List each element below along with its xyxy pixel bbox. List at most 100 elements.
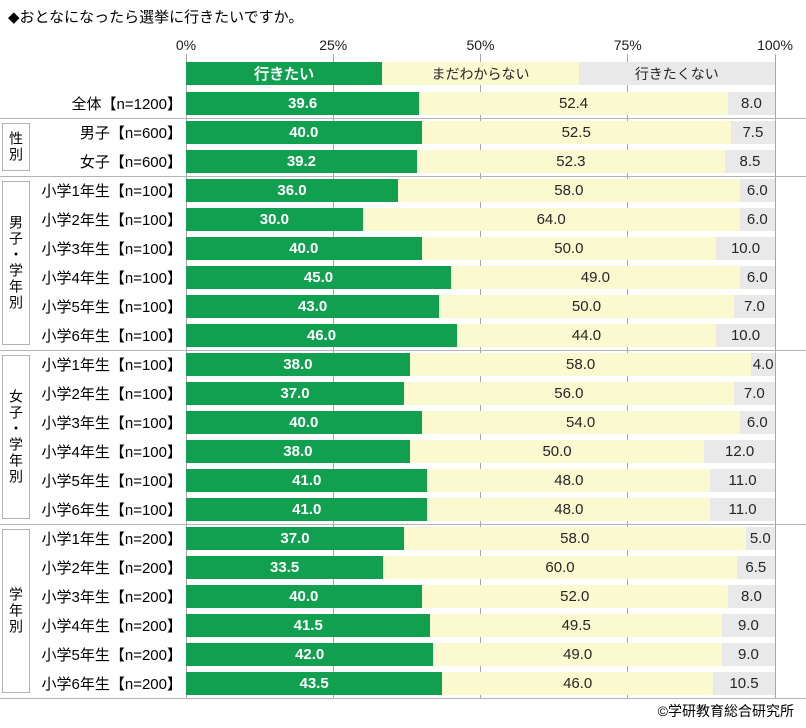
- group-label-text: 性別: [8, 131, 24, 163]
- bar-row: 33.5 60.0 6.5: [186, 556, 775, 579]
- bar-segment-unsure: 52.4: [419, 92, 728, 115]
- bar-row: 46.0 44.0 10.0: [186, 324, 775, 347]
- bar-segment-want: 45.0: [186, 266, 452, 289]
- group-label-by-grade: 学年別: [2, 529, 30, 693]
- bar-row: 37.0 58.0 5.0: [186, 527, 775, 550]
- copyright: ©学研教育総合研究所: [657, 703, 794, 719]
- bar-segment-unsure: 58.0: [409, 353, 752, 376]
- legend-strip: 行きたい まだわからない 行きたくない: [186, 62, 775, 85]
- bar-row: 37.0 56.0 7.0: [186, 382, 775, 405]
- bar-row: 43.5 46.0 10.5: [186, 672, 775, 695]
- group-label-text: 女子・学年別: [8, 389, 24, 485]
- group-label-boys-by-grade: 男子・学年別: [2, 181, 30, 345]
- bar-segment-want: 41.5: [186, 614, 431, 637]
- bar-segment-unsure: 52.0: [421, 585, 728, 608]
- row-label: 小学5年生【n=200】: [41, 647, 182, 664]
- bar-segment-not-want: 4.0: [751, 353, 775, 376]
- bar-segment-not-want: 6.5: [736, 556, 775, 579]
- gridline: [185, 54, 187, 698]
- bar-segment-unsure: 48.0: [427, 469, 711, 492]
- gridline: [480, 54, 481, 698]
- row-label: 小学4年生【n=100】: [41, 270, 182, 287]
- bar-segment-not-want: 8.0: [727, 92, 775, 115]
- row-label: 全体【n=1200】: [71, 96, 182, 113]
- bar-segment-want: 43.5: [186, 672, 443, 695]
- group-label-girls-by-grade: 女子・学年別: [2, 355, 30, 519]
- group-separator: [0, 118, 806, 119]
- bar-segment-want: 40.0: [186, 585, 422, 608]
- bar-row: 40.0 50.0 10.0: [186, 237, 775, 260]
- bar-segment-not-want: 5.0: [745, 527, 775, 550]
- bar-segment-unsure: 49.5: [430, 614, 722, 637]
- bar-segment-not-want: 7.5: [730, 121, 775, 144]
- bar-segment-unsure: 54.0: [421, 411, 740, 434]
- bar-segment-not-want: 10.0: [716, 237, 775, 260]
- bar-segment-not-want: 11.0: [710, 469, 775, 492]
- bar-segment-not-want: 6.0: [739, 208, 775, 231]
- row-label: 小学4年生【n=100】: [41, 444, 182, 461]
- chart-title: ◆おとなになったら選挙に行きたいですか。: [8, 9, 304, 26]
- row-label: 女子【n=600】: [79, 154, 182, 171]
- legend-item-not-want: 行きたくない: [578, 62, 775, 85]
- row-label: 小学5年生【n=100】: [41, 473, 182, 490]
- bar-row: 38.0 50.0 12.0: [186, 440, 775, 463]
- bar-row: 40.0 52.0 8.0: [186, 585, 775, 608]
- bar-segment-not-want: 8.5: [724, 150, 775, 173]
- group-separator: [0, 524, 806, 525]
- bar-segment-unsure: 48.0: [427, 498, 711, 521]
- row-label: 小学2年生【n=100】: [41, 212, 182, 229]
- bar-segment-unsure: 49.0: [433, 643, 722, 666]
- bar-segment-want: 36.0: [186, 179, 399, 202]
- bar-segment-not-want: 7.0: [733, 382, 775, 405]
- row-label: 小学4年生【n=200】: [41, 618, 182, 635]
- bar-segment-want: 41.0: [186, 469, 428, 492]
- bar-segment-want: 30.0: [186, 208, 363, 231]
- bar-segment-want: 33.5: [186, 556, 384, 579]
- bar-segment-want: 42.0: [186, 643, 434, 666]
- bar-segment-want: 40.0: [186, 411, 422, 434]
- row-label: 小学2年生【n=200】: [41, 560, 182, 577]
- axis-tick-label: 25%: [319, 37, 348, 53]
- bar-segment-unsure: 52.3: [416, 150, 725, 173]
- group-separator: [0, 350, 806, 351]
- group-separator: [0, 176, 806, 177]
- bar-row: 39.6 52.4 8.0: [186, 92, 775, 115]
- gridline: [627, 54, 629, 698]
- bar-segment-not-want: 8.0: [727, 585, 775, 608]
- gridline: [332, 54, 334, 698]
- bar-row: 41.0 48.0 11.0: [186, 498, 775, 521]
- group-label-sex: 性別: [2, 123, 30, 171]
- bar-segment-not-want: 9.0: [721, 643, 775, 666]
- group-label-text: 学年別: [8, 587, 24, 635]
- legend-item-want: 行きたい: [186, 62, 383, 85]
- bar-segment-unsure: 44.0: [456, 324, 717, 347]
- axis-tick-label: 75%: [613, 37, 642, 53]
- axis-tick-label: 100%: [757, 37, 793, 53]
- row-label: 小学2年生【n=100】: [41, 386, 182, 403]
- row-label: 小学3年生【n=100】: [41, 415, 182, 432]
- bar-segment-want: 39.6: [186, 92, 420, 115]
- bar-segment-want: 43.0: [186, 295, 440, 318]
- bar-row: 36.0 58.0 6.0: [186, 179, 775, 202]
- bar-segment-not-want: 9.0: [721, 614, 775, 637]
- bar-row: 45.0 49.0 6.0: [186, 266, 775, 289]
- bar-segment-want: 37.0: [186, 382, 404, 405]
- bar-row: 30.0 64.0 6.0: [186, 208, 775, 231]
- bar-segment-unsure: 64.0: [362, 208, 740, 231]
- bar-segment-not-want: 10.5: [713, 672, 775, 695]
- bar-segment-not-want: 7.0: [733, 295, 775, 318]
- row-label: 小学6年生【n=100】: [41, 502, 182, 519]
- gridline: [774, 54, 776, 698]
- bar-segment-unsure: 50.0: [439, 295, 734, 318]
- bar-row: 38.0 58.0 4.0: [186, 353, 775, 376]
- bar-segment-unsure: 52.5: [421, 121, 731, 144]
- bar-segment-unsure: 50.0: [409, 440, 705, 463]
- bar-segment-want: 37.0: [186, 527, 404, 550]
- group-label-text: 男子・学年別: [8, 215, 24, 311]
- bar-row: 39.2 52.3 8.5: [186, 150, 775, 173]
- bar-segment-not-want: 11.0: [710, 498, 775, 521]
- legend-item-unsure: まだわからない: [382, 62, 579, 85]
- axis-tick-label: 0%: [175, 37, 197, 53]
- bar-segment-want: 38.0: [186, 353, 410, 376]
- bar-segment-want: 46.0: [186, 324, 457, 347]
